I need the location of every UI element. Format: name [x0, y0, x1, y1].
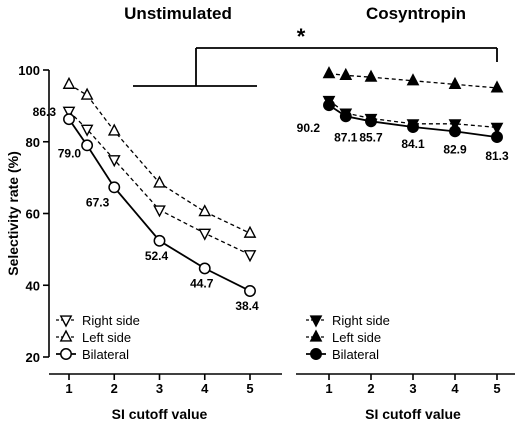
unstimulated-data-point: [80, 124, 94, 137]
unstimulated-data-label: 38.4: [235, 299, 259, 313]
cosyntropin-data-point: [490, 80, 504, 93]
cosyntropin-data-point: [490, 122, 504, 135]
unstimulated-panel-title: Unstimulated: [124, 4, 232, 23]
unstimulated-x-tick-label: 1: [65, 381, 72, 396]
cosyntropin-data-label: 87.1: [334, 130, 358, 144]
unstimulated-data-label: 86.3: [33, 105, 57, 119]
unstimulated-data-point: [107, 123, 121, 136]
cosyntropin-data-label: 85.7: [359, 130, 383, 144]
cosyntropin-x-tick-label: 2: [367, 381, 374, 396]
unstimulated-data-point: [198, 204, 212, 217]
unstimulated-series-line-left-side: [68, 83, 251, 234]
series-lines-layer: [56, 72, 498, 355]
unstimulated-data-point: [107, 155, 121, 168]
cosyntropin-legend-marker: [309, 315, 323, 328]
y-tick-label: 20: [26, 350, 40, 365]
unstimulated-data-point: [243, 250, 257, 263]
cosyntropin-data-point: [365, 115, 377, 128]
y-tick-label: 60: [26, 207, 40, 222]
unstimulated-data-label: 79.0: [58, 146, 82, 160]
cosyntropin-x-tick-label: 4: [451, 381, 459, 396]
cosyntropin-data-point: [323, 99, 335, 112]
unstimulated-data-point: [153, 205, 166, 218]
cosyntropin-data-point: [322, 66, 336, 79]
significance-star: *: [297, 24, 306, 49]
unstimulated-x-tick-label: 4: [201, 381, 209, 396]
unstimulated-legend-marker: [59, 329, 73, 342]
y-axis-title: Selectivity rate (%): [5, 151, 21, 276]
cosyntropin-data-label: 90.2: [297, 121, 321, 135]
unstimulated-x-tick-label: 5: [246, 381, 253, 396]
cosyntropin-data-point: [448, 76, 462, 89]
unstimulated-data-point: [108, 181, 121, 194]
cosyntropin-x-axis-title: SI cutoff value: [365, 406, 461, 422]
cosyntropin-data-point: [339, 67, 353, 80]
cosyntropin-x-tick-label: 5: [493, 381, 500, 396]
cosyntropin-data-point: [407, 121, 419, 133]
text-layer: Unstimulated 20 40 60 80 100 Selectivity rate …: [5, 4, 509, 422]
cosyntropin-data-point: [406, 73, 420, 86]
markers-layer: [59, 66, 504, 360]
cosyntropin-data-point: [339, 110, 352, 123]
cosyntropin-data-label: 81.3: [485, 149, 509, 163]
cosyntropin-data-label: 84.1: [401, 137, 425, 151]
unstimulated-data-point: [62, 76, 76, 89]
unstimulated-data-label: 44.7: [190, 276, 214, 290]
y-tick-label: 40: [26, 278, 40, 293]
axes-layer: [43, 47, 515, 380]
unstimulated-x-tick-label: 3: [156, 381, 163, 396]
unstimulated-x-tick-label: 2: [111, 381, 118, 396]
cosyntropin-data-point: [364, 69, 378, 82]
unstimulated-data-point: [243, 225, 257, 238]
unstimulated-legend-label: Bilateral: [82, 347, 129, 362]
unstimulated-legend-label: Right side: [82, 313, 140, 328]
unstimulated-legend-marker: [60, 348, 72, 360]
cosyntropin-legend-label: Right side: [332, 313, 390, 328]
cosyntropin-panel-title: Cosyntropin: [366, 4, 466, 23]
unstimulated-data-point: [63, 113, 75, 126]
cosyntropin-data-point: [448, 119, 462, 132]
cosyntropin-data-label: 82.9: [443, 142, 467, 156]
unstimulated-data-point: [153, 175, 166, 188]
unstimulated-data-point: [244, 285, 256, 297]
unstimulated-data-label: 67.3: [86, 195, 110, 209]
cosyntropin-legend-label: Bilateral: [332, 347, 379, 362]
cosyntropin-data-point: [449, 125, 461, 138]
unstimulated-data-point: [198, 262, 211, 275]
cosyntropin-legend-marker: [310, 348, 322, 360]
unstimulated-data-point: [198, 228, 212, 241]
cosyntropin-x-tick-label: 3: [409, 381, 416, 396]
unstimulated-data-point: [80, 87, 94, 100]
cosyntropin-x-tick-label: 1: [325, 381, 332, 396]
unstimulated-legend-label: Left side: [82, 330, 131, 345]
cosyntropin-data-point: [491, 131, 503, 144]
unstimulated-data-point: [62, 106, 76, 119]
unstimulated-data-label: 52.4: [145, 249, 169, 263]
unstimulated-data-point: [153, 234, 166, 247]
cosyntropin-legend-marker: [309, 329, 323, 342]
unstimulated-legend-marker: [59, 315, 73, 328]
cosyntropin-legend-label: Left side: [332, 330, 381, 345]
unstimulated-x-axis-title: SI cutoff value: [112, 406, 208, 422]
unstimulated-data-point: [81, 139, 94, 152]
y-tick-label: 80: [26, 135, 40, 150]
y-tick-label: 100: [18, 63, 40, 78]
